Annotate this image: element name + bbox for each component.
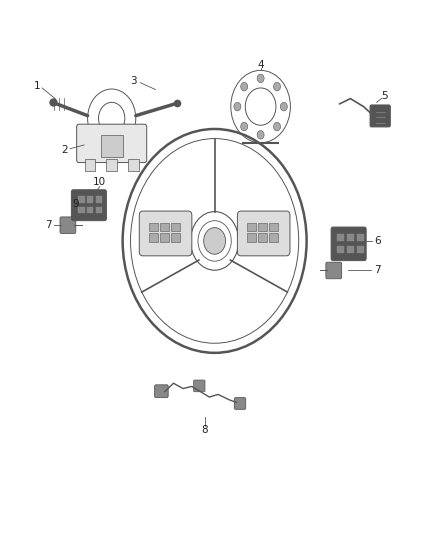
Circle shape [241,122,248,131]
Bar [337,246,344,253]
Bar [247,223,256,231]
FancyBboxPatch shape [234,398,246,409]
FancyBboxPatch shape [326,262,342,279]
FancyBboxPatch shape [77,124,147,163]
Bar [85,159,95,171]
Text: 7: 7 [374,265,381,275]
FancyBboxPatch shape [71,190,106,221]
Bar [357,246,364,253]
Bar [128,159,139,171]
Text: 3: 3 [130,76,137,86]
Bar [149,233,158,242]
Bar [258,233,267,242]
FancyBboxPatch shape [194,380,205,392]
Circle shape [257,131,264,139]
Circle shape [241,83,248,91]
Bar [149,223,158,231]
Text: 6: 6 [374,236,381,246]
Bar [160,233,169,242]
Bar [160,223,169,231]
Bar [269,223,278,231]
Bar [171,233,180,242]
Bar [269,233,278,242]
Bar [106,159,117,171]
Circle shape [280,102,287,111]
Bar [347,234,354,241]
Bar [247,233,256,242]
Circle shape [273,122,280,131]
Bar [96,207,102,213]
Text: 8: 8 [201,425,208,435]
Bar [87,207,93,213]
Bar [101,135,123,157]
Bar [258,223,267,231]
Bar [357,234,364,241]
FancyBboxPatch shape [139,211,192,256]
Bar [96,196,102,203]
FancyBboxPatch shape [60,217,76,233]
Bar [171,223,180,231]
Text: 5: 5 [381,91,388,101]
Text: 4: 4 [257,60,264,70]
FancyBboxPatch shape [370,105,390,127]
Circle shape [273,83,280,91]
Bar [337,234,344,241]
Text: 1: 1 [34,82,41,91]
Text: 9: 9 [72,199,79,208]
Circle shape [204,228,226,254]
Bar [87,196,93,203]
FancyBboxPatch shape [237,211,290,256]
FancyBboxPatch shape [155,385,168,398]
Circle shape [257,74,264,83]
FancyBboxPatch shape [331,227,366,261]
Text: 2: 2 [61,146,68,155]
Circle shape [234,102,241,111]
Bar [347,246,354,253]
Text: 7: 7 [45,220,52,230]
Bar [78,196,85,203]
Bar [78,207,85,213]
Text: 10: 10 [93,177,106,187]
